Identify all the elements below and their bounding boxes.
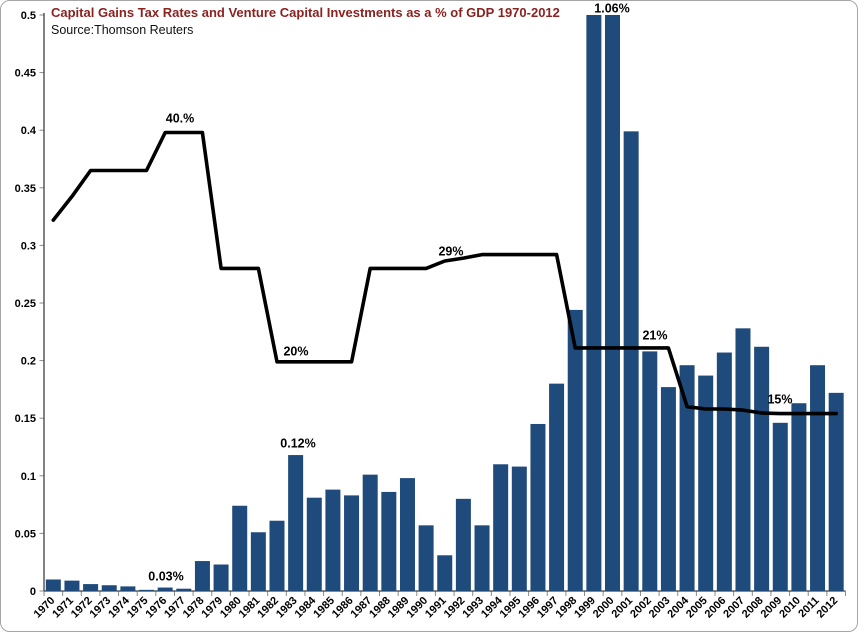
bar-1987 bbox=[362, 474, 378, 591]
bar-2000 bbox=[605, 15, 621, 591]
annotation-29: 29% bbox=[438, 245, 463, 259]
bar-1976 bbox=[157, 587, 173, 591]
y-axis-label: 0.1 bbox=[21, 471, 36, 483]
bar-2006 bbox=[716, 352, 732, 591]
bar-2011 bbox=[810, 365, 826, 591]
y-axis-label: 0.3 bbox=[21, 240, 36, 252]
y-axis-label: 0.15 bbox=[15, 413, 36, 425]
bar-1999 bbox=[586, 15, 602, 591]
bar-1990 bbox=[418, 525, 434, 591]
y-axis-label: 0 bbox=[30, 586, 36, 598]
y-axis-label: 0.2 bbox=[21, 356, 36, 368]
bar-2008 bbox=[754, 346, 770, 591]
bar-1975 bbox=[139, 589, 155, 591]
bar-2005 bbox=[698, 375, 714, 591]
bar-1972 bbox=[83, 584, 99, 591]
annotation-20: 20% bbox=[283, 345, 308, 359]
y-axis-label: 0.45 bbox=[15, 68, 36, 80]
annotation-40: 40.% bbox=[166, 112, 195, 126]
bar-1993 bbox=[474, 525, 490, 591]
bar-2010 bbox=[791, 403, 807, 591]
bar-1989 bbox=[399, 478, 415, 591]
bar-1985 bbox=[325, 489, 341, 591]
bar-1974 bbox=[120, 586, 136, 591]
bar-1978 bbox=[194, 561, 210, 591]
bar-1982 bbox=[269, 520, 285, 591]
bar-1998 bbox=[567, 309, 583, 591]
bar-1979 bbox=[213, 564, 229, 591]
y-axis-label: 0.5 bbox=[21, 10, 36, 22]
bar-1981 bbox=[250, 532, 266, 591]
tax-rate-line bbox=[51, 130, 839, 416]
annotation-106: 1.06% bbox=[594, 2, 629, 16]
annotation-012: 0.12% bbox=[280, 437, 315, 451]
y-axis-label: 0.05 bbox=[15, 528, 36, 540]
bar-1992 bbox=[455, 498, 471, 591]
y-axis-label: 0.35 bbox=[15, 183, 36, 195]
bar-1994 bbox=[493, 464, 509, 591]
bar-1977 bbox=[176, 588, 192, 591]
bar-2007 bbox=[735, 328, 751, 591]
bar-1995 bbox=[511, 466, 527, 591]
bar-1984 bbox=[306, 497, 322, 591]
bar-1991 bbox=[437, 555, 453, 591]
annotation-15: 15% bbox=[767, 393, 792, 407]
bar-2002 bbox=[642, 351, 658, 591]
annotation-003: 0.03% bbox=[148, 570, 183, 584]
chart-source: Source:Thomson Reuters bbox=[51, 23, 194, 37]
y-axis-label: 0.25 bbox=[15, 298, 36, 310]
bar-1971 bbox=[64, 580, 80, 591]
bar-1996 bbox=[530, 423, 546, 591]
bar-1970 bbox=[45, 579, 61, 591]
bar-1988 bbox=[381, 491, 397, 591]
bar-1980 bbox=[232, 505, 248, 591]
bar-1986 bbox=[344, 495, 360, 591]
bar-2001 bbox=[623, 131, 639, 592]
annotation-21: 21% bbox=[642, 329, 667, 343]
bar-1983 bbox=[288, 455, 304, 591]
bar-2004 bbox=[679, 365, 695, 591]
bar-2009 bbox=[772, 422, 788, 591]
bar-2012 bbox=[828, 392, 844, 591]
chart-title: Capital Gains Tax Rates and Venture Capi… bbox=[51, 5, 560, 20]
y-axis-label: 0.4 bbox=[21, 125, 37, 137]
bar-1973 bbox=[101, 585, 117, 591]
bar-2003 bbox=[660, 387, 676, 591]
bar-1997 bbox=[549, 383, 565, 591]
